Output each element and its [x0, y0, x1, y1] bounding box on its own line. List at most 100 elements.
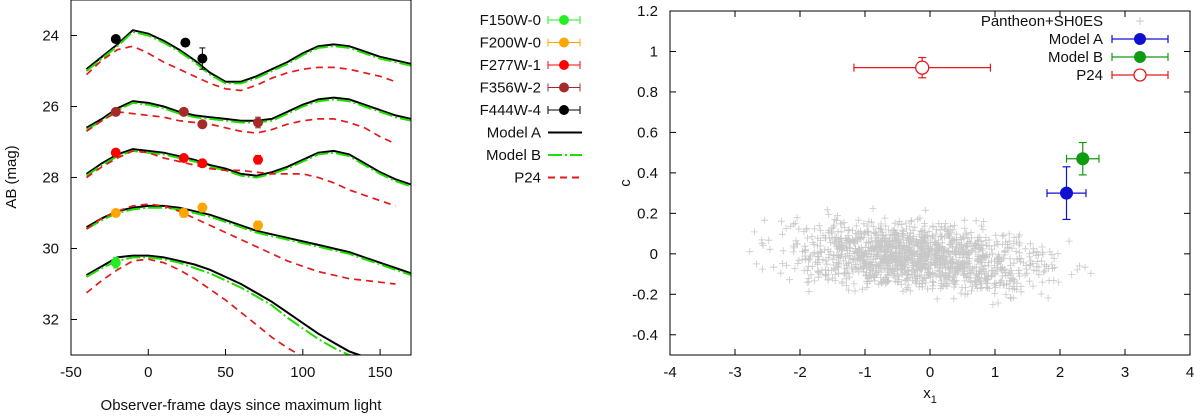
pantheon-point [921, 239, 929, 246]
pantheon-point [959, 243, 967, 251]
pantheon-point [921, 228, 928, 236]
pantheon-point [989, 300, 997, 308]
pantheon-point [1010, 239, 1018, 247]
pantheon-point [895, 217, 903, 225]
y-tick-label: 0.8 [637, 84, 658, 101]
pantheon-point [1087, 269, 1095, 277]
pantheon-point [904, 284, 912, 292]
pantheon-point [953, 248, 961, 256]
pantheon-point [922, 258, 930, 266]
pantheon-point [948, 277, 956, 285]
pantheon-point [903, 266, 911, 274]
pantheon-point [897, 250, 905, 258]
pantheon-point [996, 279, 1004, 286]
pantheon-point [814, 234, 822, 242]
pantheon-point [978, 256, 986, 264]
pantheon-point [836, 254, 844, 262]
pantheon-point [814, 249, 822, 257]
pantheon-point [895, 278, 903, 286]
pantheon-point [1016, 249, 1024, 257]
pantheon-point [905, 264, 913, 272]
pantheon-point [971, 281, 979, 289]
pantheon-point [823, 260, 831, 268]
pantheon-point [888, 266, 896, 274]
pantheon-point [911, 223, 919, 231]
pantheon-point [981, 252, 989, 260]
obs-point-f444w-4 [197, 53, 208, 64]
pantheon-point [960, 264, 968, 271]
left-plot-frame [70, 0, 412, 356]
legend-marker [559, 82, 569, 93]
pantheon-point [1001, 248, 1009, 256]
pantheon-point [1021, 245, 1029, 253]
pantheon-point [878, 278, 886, 286]
pantheon-point [1032, 252, 1040, 259]
pantheon-point [924, 232, 932, 240]
y-tick-label: 0 [650, 246, 658, 263]
obs-point-f356w-2 [110, 106, 121, 117]
y-tick-label: 26 [42, 99, 59, 116]
pantheon-point [1016, 239, 1024, 247]
pantheon-point [833, 212, 841, 220]
pantheon-point [970, 245, 978, 253]
pantheon-point [882, 222, 890, 230]
pantheon-point [939, 262, 947, 270]
pantheon-point [1002, 291, 1010, 299]
pantheon-point [989, 266, 997, 274]
pantheon-point [962, 229, 970, 237]
p24-point [915, 60, 930, 75]
pantheon-point [964, 290, 972, 298]
pantheon-point [984, 262, 992, 270]
pantheon-point [838, 238, 846, 246]
pantheon-point [1041, 267, 1049, 275]
obs-point-f277w-1 [253, 154, 263, 165]
pantheon-point [932, 254, 939, 262]
pantheon-point [1017, 254, 1025, 262]
model-a-curve-f444w-4 [85, 29, 411, 83]
pantheon-point [824, 276, 832, 284]
pantheon-point [1044, 294, 1052, 302]
pantheon-point [846, 273, 853, 281]
pantheon-point [783, 261, 791, 269]
pantheon-point [752, 260, 760, 268]
pantheon-point [829, 256, 837, 264]
pantheon-point [850, 280, 858, 288]
pantheon-point [872, 262, 880, 269]
pantheon-point [758, 265, 766, 273]
pantheon-point [805, 262, 813, 270]
pantheon-point [863, 283, 871, 291]
pantheon-point [794, 259, 802, 267]
pantheon-point [835, 270, 842, 277]
pantheon-point [1005, 244, 1013, 252]
model-a-curve-f200w-0 [85, 204, 411, 275]
pantheon-point [779, 247, 787, 255]
pantheon-point [921, 206, 929, 214]
pantheon-point [875, 280, 883, 288]
pantheon-point [929, 282, 937, 290]
pantheon-point [831, 216, 839, 224]
legend-marker [559, 37, 569, 48]
pantheon-point [846, 239, 854, 247]
legend-label-model-a: Model A [487, 125, 541, 142]
obs-point-f444w-4 [110, 34, 121, 45]
pantheon-point [822, 266, 830, 274]
pantheon-point [901, 249, 908, 257]
pantheon-point [1068, 271, 1076, 279]
pantheon-point [911, 268, 919, 276]
pantheon-point [805, 278, 813, 286]
pantheon-point [911, 248, 919, 256]
pantheon-point [800, 228, 808, 236]
pantheon-point [974, 258, 982, 266]
pantheon-point [882, 247, 890, 255]
pantheon-point [864, 254, 872, 262]
pantheon-point [957, 289, 965, 297]
pantheon-point [949, 265, 957, 273]
x-tick-label: 4 [1186, 364, 1194, 381]
pantheon-point [950, 248, 958, 256]
pantheon-point [939, 253, 947, 260]
pantheon-point [861, 259, 869, 267]
model-a-curve-f277w-1 [85, 148, 411, 186]
pantheon-point [956, 253, 964, 261]
pantheon-point [821, 234, 829, 242]
pantheon-point [1002, 281, 1010, 289]
